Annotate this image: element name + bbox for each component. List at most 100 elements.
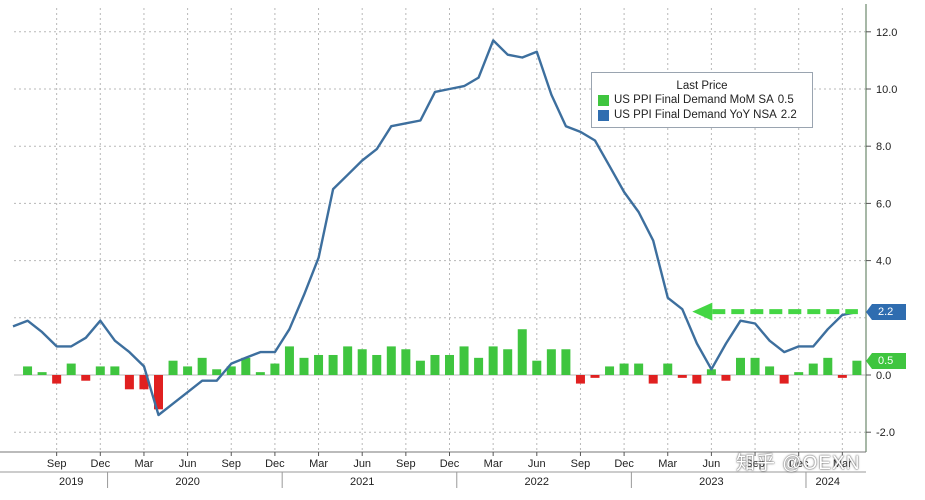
x-tick-label: Mar: [134, 458, 153, 470]
legend-value-mom: 0.5: [777, 94, 794, 106]
x-tick-label: Jun: [703, 458, 721, 470]
mom-bar: [284, 346, 294, 375]
year-label: 2019: [59, 476, 83, 488]
year-label: 2022: [525, 476, 549, 488]
legend-swatch-yoy: [598, 110, 609, 121]
dashed-arrow-annotation: [692, 302, 858, 321]
yoy-series-line: [12, 39, 858, 417]
x-tick-label: Mar: [833, 458, 852, 470]
mom-bar: [561, 349, 571, 375]
mom-bar: [226, 366, 236, 375]
mom-bar: [794, 372, 804, 375]
x-tick-label: Mar: [309, 458, 328, 470]
mom-bars: [23, 329, 862, 410]
mom-bar: [328, 354, 338, 375]
y-axis: -2.0 0.0 4.0 6.0 8.0 10.0 12.0: [865, 4, 897, 452]
mom-bar: [212, 369, 222, 375]
x-tick-label: Dec: [265, 458, 285, 470]
year-label: 2021: [350, 476, 374, 488]
mom-bar: [517, 329, 527, 375]
x-tick-label: Sep: [396, 458, 416, 470]
x-tick-label: Sep: [745, 458, 765, 470]
legend-swatch-mom: [598, 95, 609, 106]
mom-bar: [124, 375, 134, 390]
mom-bar: [634, 363, 644, 375]
mom-bar: [430, 354, 440, 375]
mom-bar: [663, 363, 673, 375]
last-value-badge-yoy: 2.2: [866, 304, 906, 321]
y-tick-label: -2.0: [876, 427, 895, 439]
mom-bar: [401, 349, 411, 375]
mom-bar: [779, 375, 789, 384]
year-label: 2020: [175, 476, 199, 488]
mom-bar: [532, 360, 542, 375]
y-tick-label: 6.0: [876, 198, 891, 210]
mom-bar: [386, 346, 396, 375]
mom-bar: [677, 375, 687, 378]
mom-bar: [474, 357, 484, 375]
mom-bar: [852, 360, 862, 375]
y-tick-label: 0.0: [876, 370, 891, 382]
x-tick-label: Jun: [179, 458, 197, 470]
x-tick-label: Sep: [571, 458, 591, 470]
mom-bar: [110, 366, 120, 375]
grid: [14, 8, 866, 452]
mom-bar: [270, 363, 280, 375]
mom-bar: [692, 375, 702, 384]
mom-bar: [721, 375, 731, 381]
mom-bar: [503, 349, 513, 375]
mom-bar: [619, 363, 629, 375]
yoy-line: [12, 39, 858, 417]
mom-bar: [736, 357, 745, 375]
mom-bar: [314, 354, 324, 375]
x-tick-label: Dec: [789, 458, 809, 470]
mom-bar: [183, 366, 193, 375]
x-tick-label: Sep: [47, 458, 67, 470]
mom-bar: [575, 375, 585, 384]
mom-bar: [197, 357, 207, 375]
y-tick-label: 12.0: [876, 27, 897, 39]
mom-bar: [372, 354, 382, 375]
mom-bar: [37, 372, 47, 375]
y-tick-label: 4.0: [876, 256, 891, 268]
x-tick-label: Dec: [614, 458, 634, 470]
mom-bar: [139, 375, 149, 390]
legend-label-mom: US PPI Final Demand MoM SA: [614, 94, 774, 106]
mom-bar: [154, 375, 163, 410]
x-axis: Sep Dec Mar Jun Sep Dec Mar Jun Sep Dec Mar Jun Sep D…: [0, 451, 866, 488]
legend-label-yoy: US PPI Final Demand YoY NSA: [614, 109, 777, 121]
y-tick-label: 8.0: [876, 141, 891, 153]
legend-item-mom: US PPI Final Demand MoM SA 0.5: [598, 93, 812, 108]
mom-bar: [765, 366, 775, 375]
mom-bar: [837, 375, 847, 378]
y-tick-label: 10.0: [876, 84, 897, 96]
mom-bar: [168, 360, 178, 375]
legend-value-yoy: 2.2: [780, 109, 797, 121]
mom-bar: [66, 363, 76, 375]
mom-bar: [255, 372, 265, 375]
x-tick-label: Dec: [440, 458, 460, 470]
mom-bar: [823, 357, 833, 375]
mom-bar: [546, 349, 556, 375]
mom-bar: [415, 360, 425, 375]
mom-bar: [95, 366, 105, 375]
mom-bar: [459, 346, 469, 375]
mom-bar: [52, 375, 62, 384]
mom-bar: [706, 369, 716, 375]
x-tick-label: Mar: [658, 458, 677, 470]
legend-title: Last Price: [676, 80, 728, 92]
mom-bar: [750, 357, 760, 375]
mom-bar: [605, 366, 615, 375]
mom-bar: [241, 357, 251, 375]
mom-bar: [299, 357, 309, 375]
watermark: 知乎 @OEXN: [736, 453, 861, 474]
x-tick-label: Jun: [353, 458, 371, 470]
mom-bar: [590, 375, 600, 378]
last-value-badge-mom: 0.5: [866, 352, 906, 369]
x-tick-label: Dec: [91, 458, 111, 470]
mom-bar: [488, 346, 498, 375]
year-label: 2024: [816, 476, 840, 488]
mom-bar: [81, 375, 91, 381]
x-tick-label: Mar: [484, 458, 503, 470]
arrow-head: [692, 302, 713, 321]
